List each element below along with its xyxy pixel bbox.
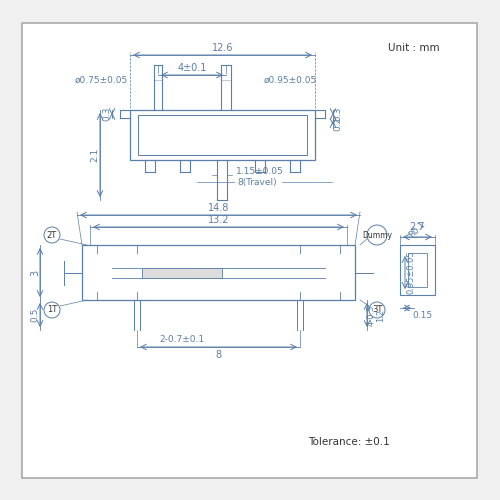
Bar [408,253,427,287]
Text: 4-0.5: 4-0.5 [366,304,376,326]
Text: 1.15±0.05: 1.15±0.05 [236,168,284,176]
Text: 13.2: 13.2 [208,215,229,225]
Text: 2.1: 2.1 [90,148,100,162]
Text: 1.2: 1.2 [376,308,386,322]
Text: 8(Travel): 8(Travel) [237,178,277,186]
Text: 8: 8 [216,350,222,360]
Text: 2-0.7±0.1: 2-0.7±0.1 [160,336,204,344]
Bar [130,110,315,160]
Circle shape [369,302,385,318]
Text: 0.3: 0.3 [102,107,112,121]
Text: 1T: 1T [47,306,57,314]
Text: Tolerance: ±0.1: Tolerance: ±0.1 [308,437,390,447]
Text: R0.1: R0.1 [408,220,428,240]
Text: 2.7: 2.7 [410,222,425,232]
Text: 4±0.1: 4±0.1 [178,63,206,73]
Text: 12.6: 12.6 [212,43,233,53]
Text: 2T: 2T [47,230,57,239]
Circle shape [367,225,387,245]
Text: 0.15: 0.15 [412,310,432,320]
Bar [142,268,222,278]
Text: 0.2: 0.2 [334,117,342,131]
Text: ø0.75±0.05: ø0.75±0.05 [75,76,128,84]
Text: Unit : mm: Unit : mm [388,43,440,53]
Bar [400,245,435,295]
Text: 0.3: 0.3 [334,107,342,121]
Text: 14.8: 14.8 [208,203,229,213]
Circle shape [44,302,60,318]
Text: Dummy: Dummy [362,230,392,239]
Text: 0.95±0.05: 0.95±0.05 [406,250,416,294]
Text: 3: 3 [30,270,40,276]
Text: 3T: 3T [372,306,382,314]
Text: 0.5: 0.5 [30,308,40,322]
Text: ø0.95±0.05: ø0.95±0.05 [264,76,318,84]
Circle shape [44,227,60,243]
Bar [82,245,355,300]
Bar [138,115,307,155]
